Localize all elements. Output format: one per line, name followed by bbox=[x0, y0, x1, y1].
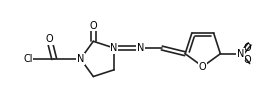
Text: N: N bbox=[137, 43, 144, 53]
Text: N: N bbox=[237, 49, 244, 59]
Text: O: O bbox=[45, 34, 53, 44]
Text: O: O bbox=[199, 61, 206, 72]
Text: O: O bbox=[90, 21, 97, 31]
Text: N: N bbox=[77, 54, 84, 64]
Text: Cl: Cl bbox=[23, 54, 33, 64]
Text: O: O bbox=[244, 55, 251, 65]
Text: O: O bbox=[244, 43, 251, 53]
Text: N: N bbox=[110, 43, 118, 53]
